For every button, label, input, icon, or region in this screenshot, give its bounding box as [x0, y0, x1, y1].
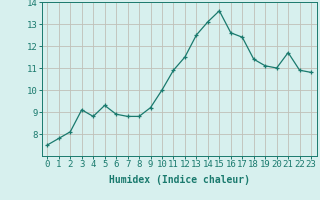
X-axis label: Humidex (Indice chaleur): Humidex (Indice chaleur): [109, 175, 250, 185]
